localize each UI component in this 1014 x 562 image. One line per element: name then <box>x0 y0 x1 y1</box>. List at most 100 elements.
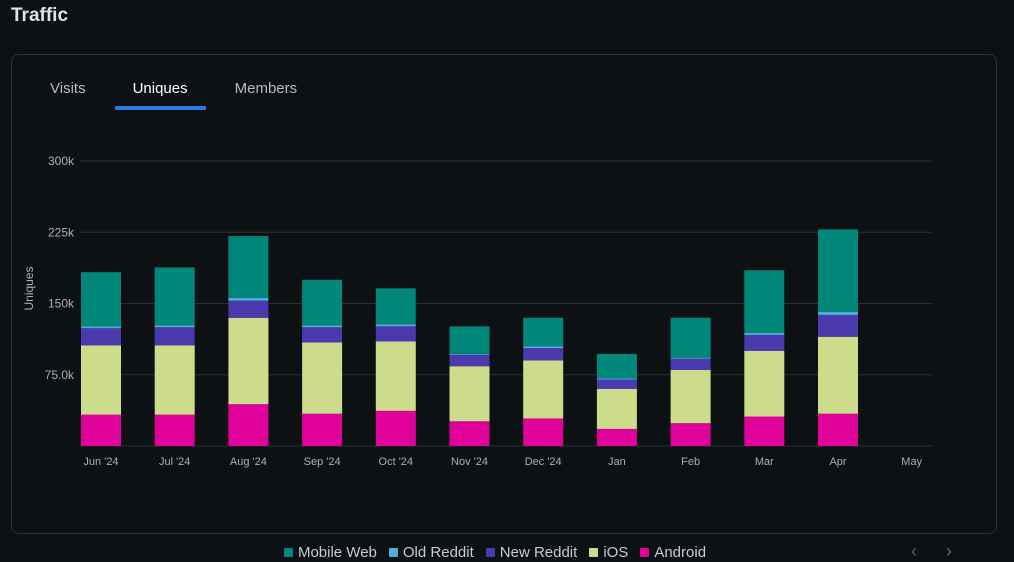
chevron-left-icon: ‹ <box>911 541 917 561</box>
x-tick-label: Nov '24 <box>451 456 488 468</box>
bar-segment-ios <box>744 351 785 417</box>
legend-item[interactable]: Mobile Web <box>283 544 377 561</box>
x-tick-label: Jan <box>608 456 626 468</box>
bar-segment-mobile-web <box>670 317 711 358</box>
bar-segment-ios <box>818 336 858 414</box>
tab-uniques[interactable]: Uniques <box>114 79 206 110</box>
x-tick-label: Mar <box>755 456 774 468</box>
bar-segment-old-reddit <box>523 346 564 349</box>
bar-segment-new-reddit <box>302 327 343 343</box>
y-tick-label: 300k <box>48 154 75 168</box>
x-tick-label: Aug '24 <box>230 456 267 468</box>
legend-label: Mobile Web <box>297 544 377 561</box>
traffic-card: Visits Uniques Members 75.0k 150k 225k 300k… <box>11 54 997 561</box>
x-tick-label: Apr <box>829 456 846 468</box>
bar-segment-ios <box>449 366 490 422</box>
bar-segment-android <box>744 416 785 446</box>
legend-item[interactable]: Android <box>640 544 706 561</box>
y-axis-label: Uniques <box>22 266 36 310</box>
bar-segment-mobile-web <box>596 353 637 379</box>
active-tab-indicator <box>114 106 206 110</box>
bar-segment-new-reddit <box>449 354 490 367</box>
bar-segment-mobile-web <box>818 229 858 313</box>
bar-segment-new-reddit <box>81 328 121 346</box>
bar-segment-ios <box>596 389 637 429</box>
tab-uniques-label: Uniques <box>132 80 188 97</box>
bar-segment-android <box>818 413 858 446</box>
x-tick-label: May <box>901 456 922 468</box>
legend-label: Old Reddit <box>402 544 474 561</box>
next-page-button[interactable]: › <box>940 541 958 562</box>
bar-segment-new-reddit <box>375 326 416 342</box>
bar-segment-android <box>375 410 416 446</box>
chevron-right-icon: › <box>946 541 952 561</box>
bar-segment-new-reddit <box>596 379 637 389</box>
bar-segment-ios <box>81 345 121 415</box>
x-tick-label: Jul '24 <box>159 456 190 468</box>
bar-segment-old-reddit <box>818 312 858 315</box>
bar-segment-android <box>302 413 343 446</box>
tab-bar: Visits Uniques Members <box>32 79 326 110</box>
bar-segment-new-reddit <box>154 327 195 346</box>
legend-item[interactable]: New Reddit <box>485 544 578 561</box>
x-tick-label: Dec '24 <box>525 456 562 468</box>
chart-legend: Mobile Web Old Reddit New Reddit iOS Android <box>12 544 978 561</box>
bar-segment-android <box>81 414 121 446</box>
legend-label: iOS <box>603 544 629 561</box>
tab-members-label: Members <box>234 80 298 97</box>
legend-swatch <box>589 548 599 557</box>
x-tick-label: Jun '24 <box>83 456 118 468</box>
x-tick-label: Sep '24 <box>304 456 341 468</box>
bar-segment-old-reddit <box>449 353 490 355</box>
bar-segment-android <box>228 404 269 446</box>
bar-segment-android <box>154 414 195 446</box>
tab-members[interactable]: Members <box>217 79 316 109</box>
tab-visits[interactable]: Visits <box>32 79 104 109</box>
bar-segment-old-reddit <box>375 324 416 327</box>
legend-label: Android <box>654 544 707 561</box>
bar-segment-ios <box>523 360 564 419</box>
traffic-chart: 75.0k 150k 225k 300k Uniques Jun '24 Jul '24 Au… <box>22 154 932 468</box>
bar-segment-mobile-web <box>228 236 269 298</box>
y-tick-label: 225k <box>48 225 75 239</box>
bar-segment-ios <box>302 342 343 414</box>
bar-segment-mobile-web <box>744 270 785 333</box>
bar-segment-mobile-web <box>154 267 195 326</box>
page-title: Traffic <box>11 5 69 26</box>
bar-segment-old-reddit <box>596 378 637 380</box>
legend-swatch <box>640 548 650 557</box>
legend-label: New Reddit <box>499 544 578 561</box>
bar-segment-old-reddit <box>744 332 785 335</box>
prev-page-button[interactable]: ‹ <box>905 541 923 562</box>
bar-segment-new-reddit <box>744 334 785 351</box>
legend-swatch <box>283 548 293 557</box>
bar-segment-ios <box>228 317 269 405</box>
tab-visits-label: Visits <box>50 80 86 97</box>
bar-segment-mobile-web <box>302 279 343 326</box>
bar-segment-mobile-web <box>449 326 490 354</box>
bar-segment-ios <box>154 345 195 415</box>
bar-segment-ios <box>670 370 711 424</box>
bar-segment-android <box>670 423 711 446</box>
y-tick-label: 150k <box>48 297 75 311</box>
bar-segment-mobile-web <box>375 288 416 325</box>
y-tick-label: 75.0k <box>45 368 75 382</box>
legend-swatch <box>388 548 398 557</box>
bar-segment-android <box>596 428 637 446</box>
bar-segment-old-reddit <box>154 325 195 328</box>
bar-segment-mobile-web <box>81 272 121 327</box>
bar-segment-old-reddit <box>670 357 711 359</box>
x-tick-label: Oct '24 <box>379 456 414 468</box>
bar-segment-ios <box>375 341 416 411</box>
bar-segment-old-reddit <box>81 326 121 329</box>
legend-item[interactable]: Old Reddit <box>388 544 474 561</box>
bar-segment-android <box>449 421 490 446</box>
bar-segment-old-reddit <box>302 325 343 328</box>
bar-segment-new-reddit <box>818 314 858 337</box>
x-tick-label: Feb <box>681 456 700 468</box>
bar-segment-new-reddit <box>670 358 711 370</box>
bar-segment-android <box>523 418 564 446</box>
bar-segment-new-reddit <box>523 348 564 361</box>
legend-item[interactable]: iOS <box>589 544 628 561</box>
bar-segment-new-reddit <box>228 300 269 318</box>
